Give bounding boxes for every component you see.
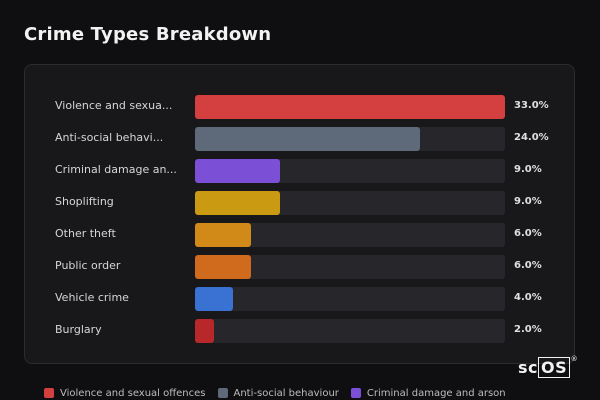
chart-title: Crime Types Breakdown — [24, 24, 272, 45]
chart-panel: Violence and sexua... 33.0% Anti-social be… — [24, 64, 575, 364]
bar-track — [195, 223, 505, 247]
bar-track — [195, 191, 505, 215]
bar-category-label: Violence and sexua... — [55, 99, 173, 112]
bar-category-label: Burglary — [55, 323, 102, 336]
bar-track — [195, 95, 505, 119]
logo-text-os: OS — [538, 357, 571, 378]
bar[interactable] — [195, 95, 505, 119]
bar[interactable] — [195, 191, 280, 215]
bar-track — [195, 159, 505, 183]
bar-track — [195, 287, 505, 311]
legend-swatch — [217, 388, 228, 398]
bar-track — [195, 127, 505, 151]
bar-value-label: 9.0% — [514, 164, 542, 175]
legend-label: Violence and sexual offences — [60, 387, 206, 399]
bar-value-label: 2.0% — [514, 324, 542, 335]
legend-item[interactable]: Criminal damage and arson — [350, 386, 506, 400]
bar-row: Criminal damage an... 9.0% — [25, 159, 576, 183]
bar[interactable] — [195, 319, 214, 343]
bar-value-label: 33.0% — [514, 100, 549, 111]
bar-category-label: Public order — [55, 259, 121, 272]
bar-row: Vehicle crime 4.0% — [25, 287, 576, 311]
bar-value-label: 6.0% — [514, 228, 542, 239]
bar-row: Anti-social behavi... 24.0% — [25, 127, 576, 151]
bar-row: Burglary 2.0% — [25, 319, 576, 343]
bar-value-label: 24.0% — [514, 132, 549, 143]
legend-swatch — [44, 388, 54, 398]
bar-row: Other theft 6.0% — [25, 223, 576, 247]
legend-item[interactable]: Violence and sexual offences — [44, 386, 206, 400]
bar-row: Shoplifting 9.0% — [25, 191, 576, 215]
bar-category-label: Vehicle crime — [55, 291, 129, 304]
bar-category-label: Anti-social behavi... — [55, 131, 164, 144]
bar-value-label: 4.0% — [514, 292, 542, 303]
bar-value-label: 6.0% — [514, 260, 542, 271]
bar[interactable] — [195, 159, 280, 183]
chart-legend: Violence and sexual offences Anti-social … — [44, 386, 506, 400]
bar[interactable] — [195, 223, 251, 247]
bar-track — [195, 319, 505, 343]
bar[interactable] — [195, 287, 233, 311]
scos-logo: sc OS ® — [518, 355, 578, 378]
bar-category-label: Other theft — [55, 227, 116, 240]
bar-row: Public order 6.0% — [25, 255, 576, 279]
bar[interactable] — [195, 255, 251, 279]
legend-label: Criminal damage and arson — [366, 387, 506, 399]
legend-label: Anti-social behaviour — [233, 387, 339, 399]
bar-category-label: Shoplifting — [55, 195, 114, 208]
legend-swatch — [350, 388, 361, 398]
bar-track — [195, 255, 505, 279]
logo-text-sc: sc — [518, 358, 539, 377]
logo-registered-mark: ® — [570, 355, 579, 363]
bar-value-label: 9.0% — [514, 196, 542, 207]
bar-row: Violence and sexua... 33.0% — [25, 95, 576, 119]
bar-category-label: Criminal damage an... — [55, 163, 177, 176]
bar[interactable] — [195, 127, 420, 151]
legend-item[interactable]: Anti-social behaviour — [217, 386, 339, 400]
